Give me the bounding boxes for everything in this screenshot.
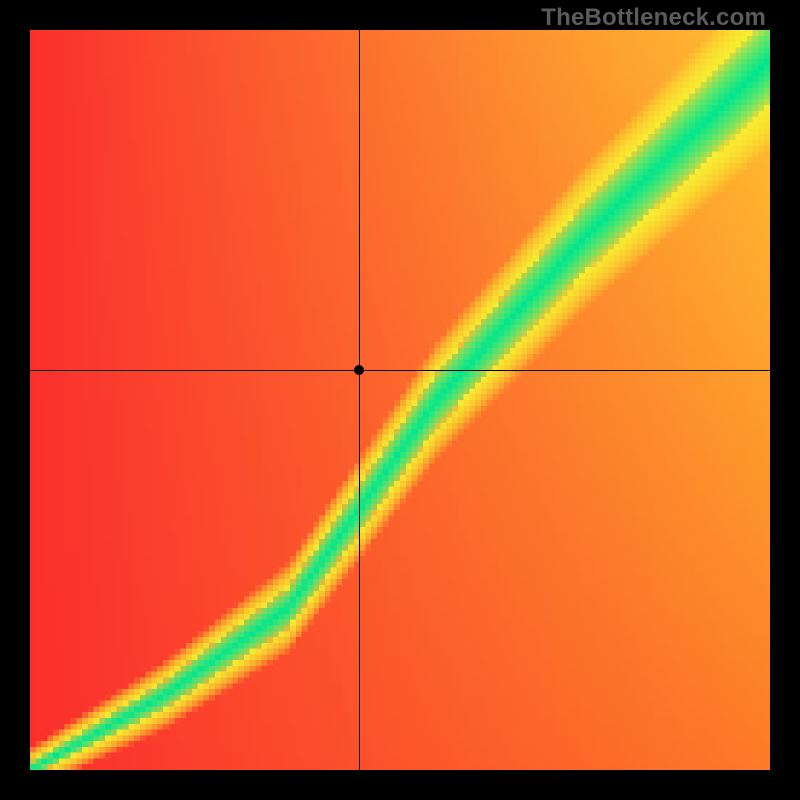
crosshair-vertical [359, 30, 360, 770]
bottleneck-heatmap [30, 30, 770, 770]
crosshair-horizontal [30, 370, 770, 371]
chart-container: TheBottleneck.com [0, 0, 800, 800]
watermark-text: TheBottleneck.com [541, 4, 766, 32]
crosshair-marker [354, 365, 364, 375]
